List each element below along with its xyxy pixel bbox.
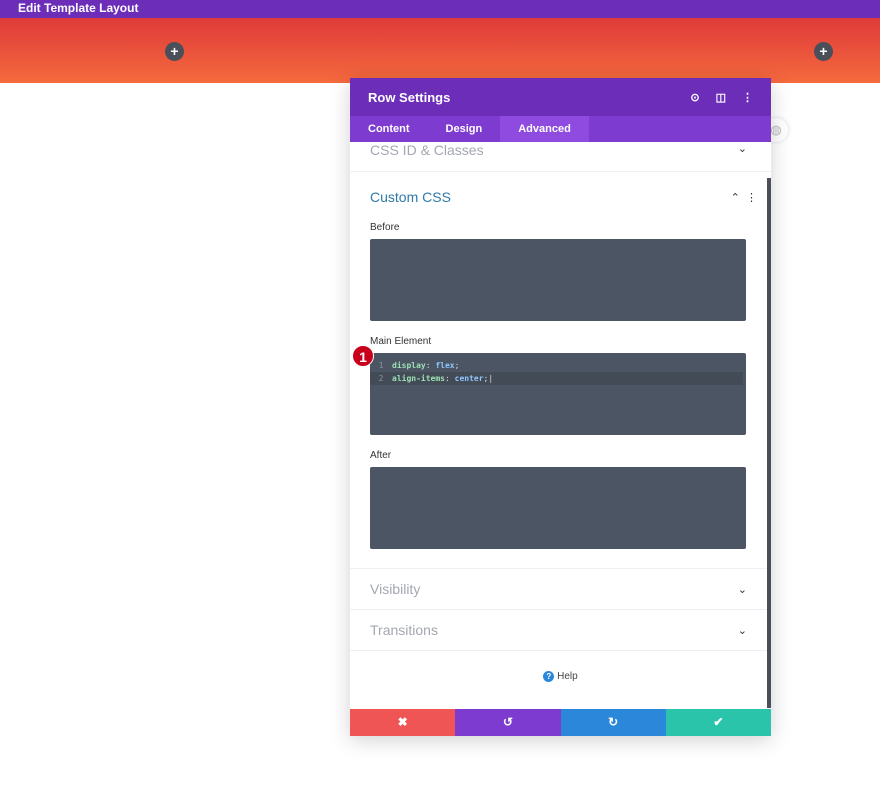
step-badge: 1 bbox=[352, 345, 374, 367]
section-visibility[interactable]: Visibility ⌄ bbox=[350, 569, 771, 610]
tab-design[interactable]: Design bbox=[445, 123, 483, 135]
main-element-editor[interactable]: 1 display: flex; 2 align-items: center ;| bbox=[370, 353, 746, 435]
tab-content[interactable]: Content bbox=[368, 123, 410, 135]
modal-title: Row Settings bbox=[368, 89, 451, 105]
add-icon[interactable]: + bbox=[165, 42, 184, 61]
fullscreen-icon[interactable]: ⊙ bbox=[690, 91, 700, 104]
more-icon[interactable]: ⋮ bbox=[742, 91, 753, 104]
css-property: display bbox=[392, 361, 426, 370]
cancel-button[interactable]: ✖ bbox=[350, 709, 456, 736]
row-settings-modal: Row Settings ⊙ ◫ ⋮ Content Design Advanc… bbox=[350, 78, 771, 736]
undo-button[interactable]: ↺ bbox=[455, 709, 561, 736]
chevron-down-icon: ⌄ bbox=[737, 583, 747, 596]
sidebar-icon[interactable]: ◫ bbox=[715, 91, 726, 104]
section-transitions[interactable]: Transitions ⌄ bbox=[350, 610, 771, 651]
modal-header: Row Settings ⊙ ◫ ⋮ bbox=[350, 78, 771, 116]
css-value: center bbox=[454, 374, 484, 383]
after-label: After bbox=[370, 450, 392, 461]
css-property: align-items bbox=[392, 374, 445, 383]
help-icon: ? bbox=[543, 671, 555, 682]
hero-section bbox=[0, 18, 880, 83]
line-number: 1 bbox=[378, 361, 384, 370]
section-label: CSS ID & Classes bbox=[370, 142, 484, 158]
section-label: Transitions bbox=[370, 622, 438, 638]
before-label: Before bbox=[370, 222, 400, 233]
add-icon[interactable]: + bbox=[814, 42, 833, 61]
section-css-id[interactable]: CSS ID & Classes ⌄ bbox=[350, 142, 771, 172]
page-title: Edit Template Layout bbox=[18, 1, 139, 15]
help-label: Help bbox=[557, 671, 578, 682]
main-element-label: Main Element bbox=[370, 336, 432, 347]
section-custom-css[interactable]: Custom CSS ⌃ ⋮ bbox=[350, 172, 771, 222]
css-value: flex bbox=[435, 361, 455, 370]
top-bar: Edit Template Layout bbox=[0, 0, 880, 18]
line-number: 2 bbox=[378, 374, 384, 383]
chevron-down-icon: ⌄ bbox=[737, 143, 747, 155]
chevron-up-icon: ⌃ ⋮ bbox=[730, 191, 757, 204]
chevron-down-icon: ⌄ bbox=[737, 624, 747, 637]
before-textarea[interactable] bbox=[370, 239, 746, 321]
scrollbar[interactable] bbox=[767, 178, 771, 708]
section-label: Visibility bbox=[370, 581, 421, 597]
help-link[interactable]: ? Help bbox=[350, 671, 771, 682]
save-button[interactable]: ✔ bbox=[665, 709, 771, 736]
tab-advanced[interactable]: Advanced bbox=[500, 116, 589, 142]
section-label: Custom CSS bbox=[370, 189, 451, 205]
redo-button[interactable]: ↻ bbox=[560, 709, 666, 736]
after-textarea[interactable] bbox=[370, 467, 746, 549]
